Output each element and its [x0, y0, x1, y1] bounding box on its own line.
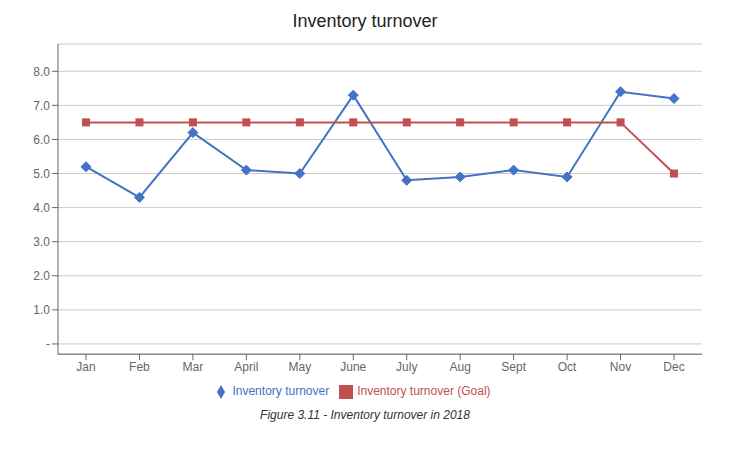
- svg-text:-: -: [46, 337, 50, 351]
- html-text:Inventory turnover: Inventory turnover: [232, 384, 330, 399]
- svg-text:6.0: 6.0: [33, 133, 50, 147]
- svg-text:Mar: Mar: [183, 360, 204, 374]
- svg-text:Dec: Dec: [663, 360, 684, 374]
- svg-text:Nov: Nov: [610, 360, 631, 374]
- html-text:Inventory turnover: Inventory turnover: [292, 11, 438, 31]
- svg-text:Feb: Feb: [129, 360, 150, 374]
- svg-text:May: May: [288, 360, 311, 374]
- svg-text:Sept: Sept: [501, 360, 526, 374]
- svg-text:2.0: 2.0: [33, 269, 50, 283]
- svg-text:4.0: 4.0: [33, 201, 50, 215]
- svg-text:7.0: 7.0: [33, 99, 50, 113]
- svg-text:1.0: 1.0: [33, 303, 50, 317]
- svg-text:5.0: 5.0: [33, 167, 50, 181]
- svg-text:Jan: Jan: [76, 360, 95, 374]
- svg-text:April: April: [234, 360, 258, 374]
- svg-text:Aug: Aug: [450, 360, 471, 374]
- svg-text:June: June: [340, 360, 366, 374]
- html-text:Figure 3.11 - Inventory turnov: Figure 3.11 - Inventory turnover in 2018: [260, 408, 470, 422]
- html-text:Inventory turnover (Goal): Inventory turnover (Goal): [357, 384, 491, 399]
- svg-text:July: July: [396, 360, 417, 374]
- svg-text:3.0: 3.0: [33, 235, 50, 249]
- svg-text:8.0: 8.0: [33, 65, 50, 79]
- svg-text:Oct: Oct: [558, 360, 577, 374]
